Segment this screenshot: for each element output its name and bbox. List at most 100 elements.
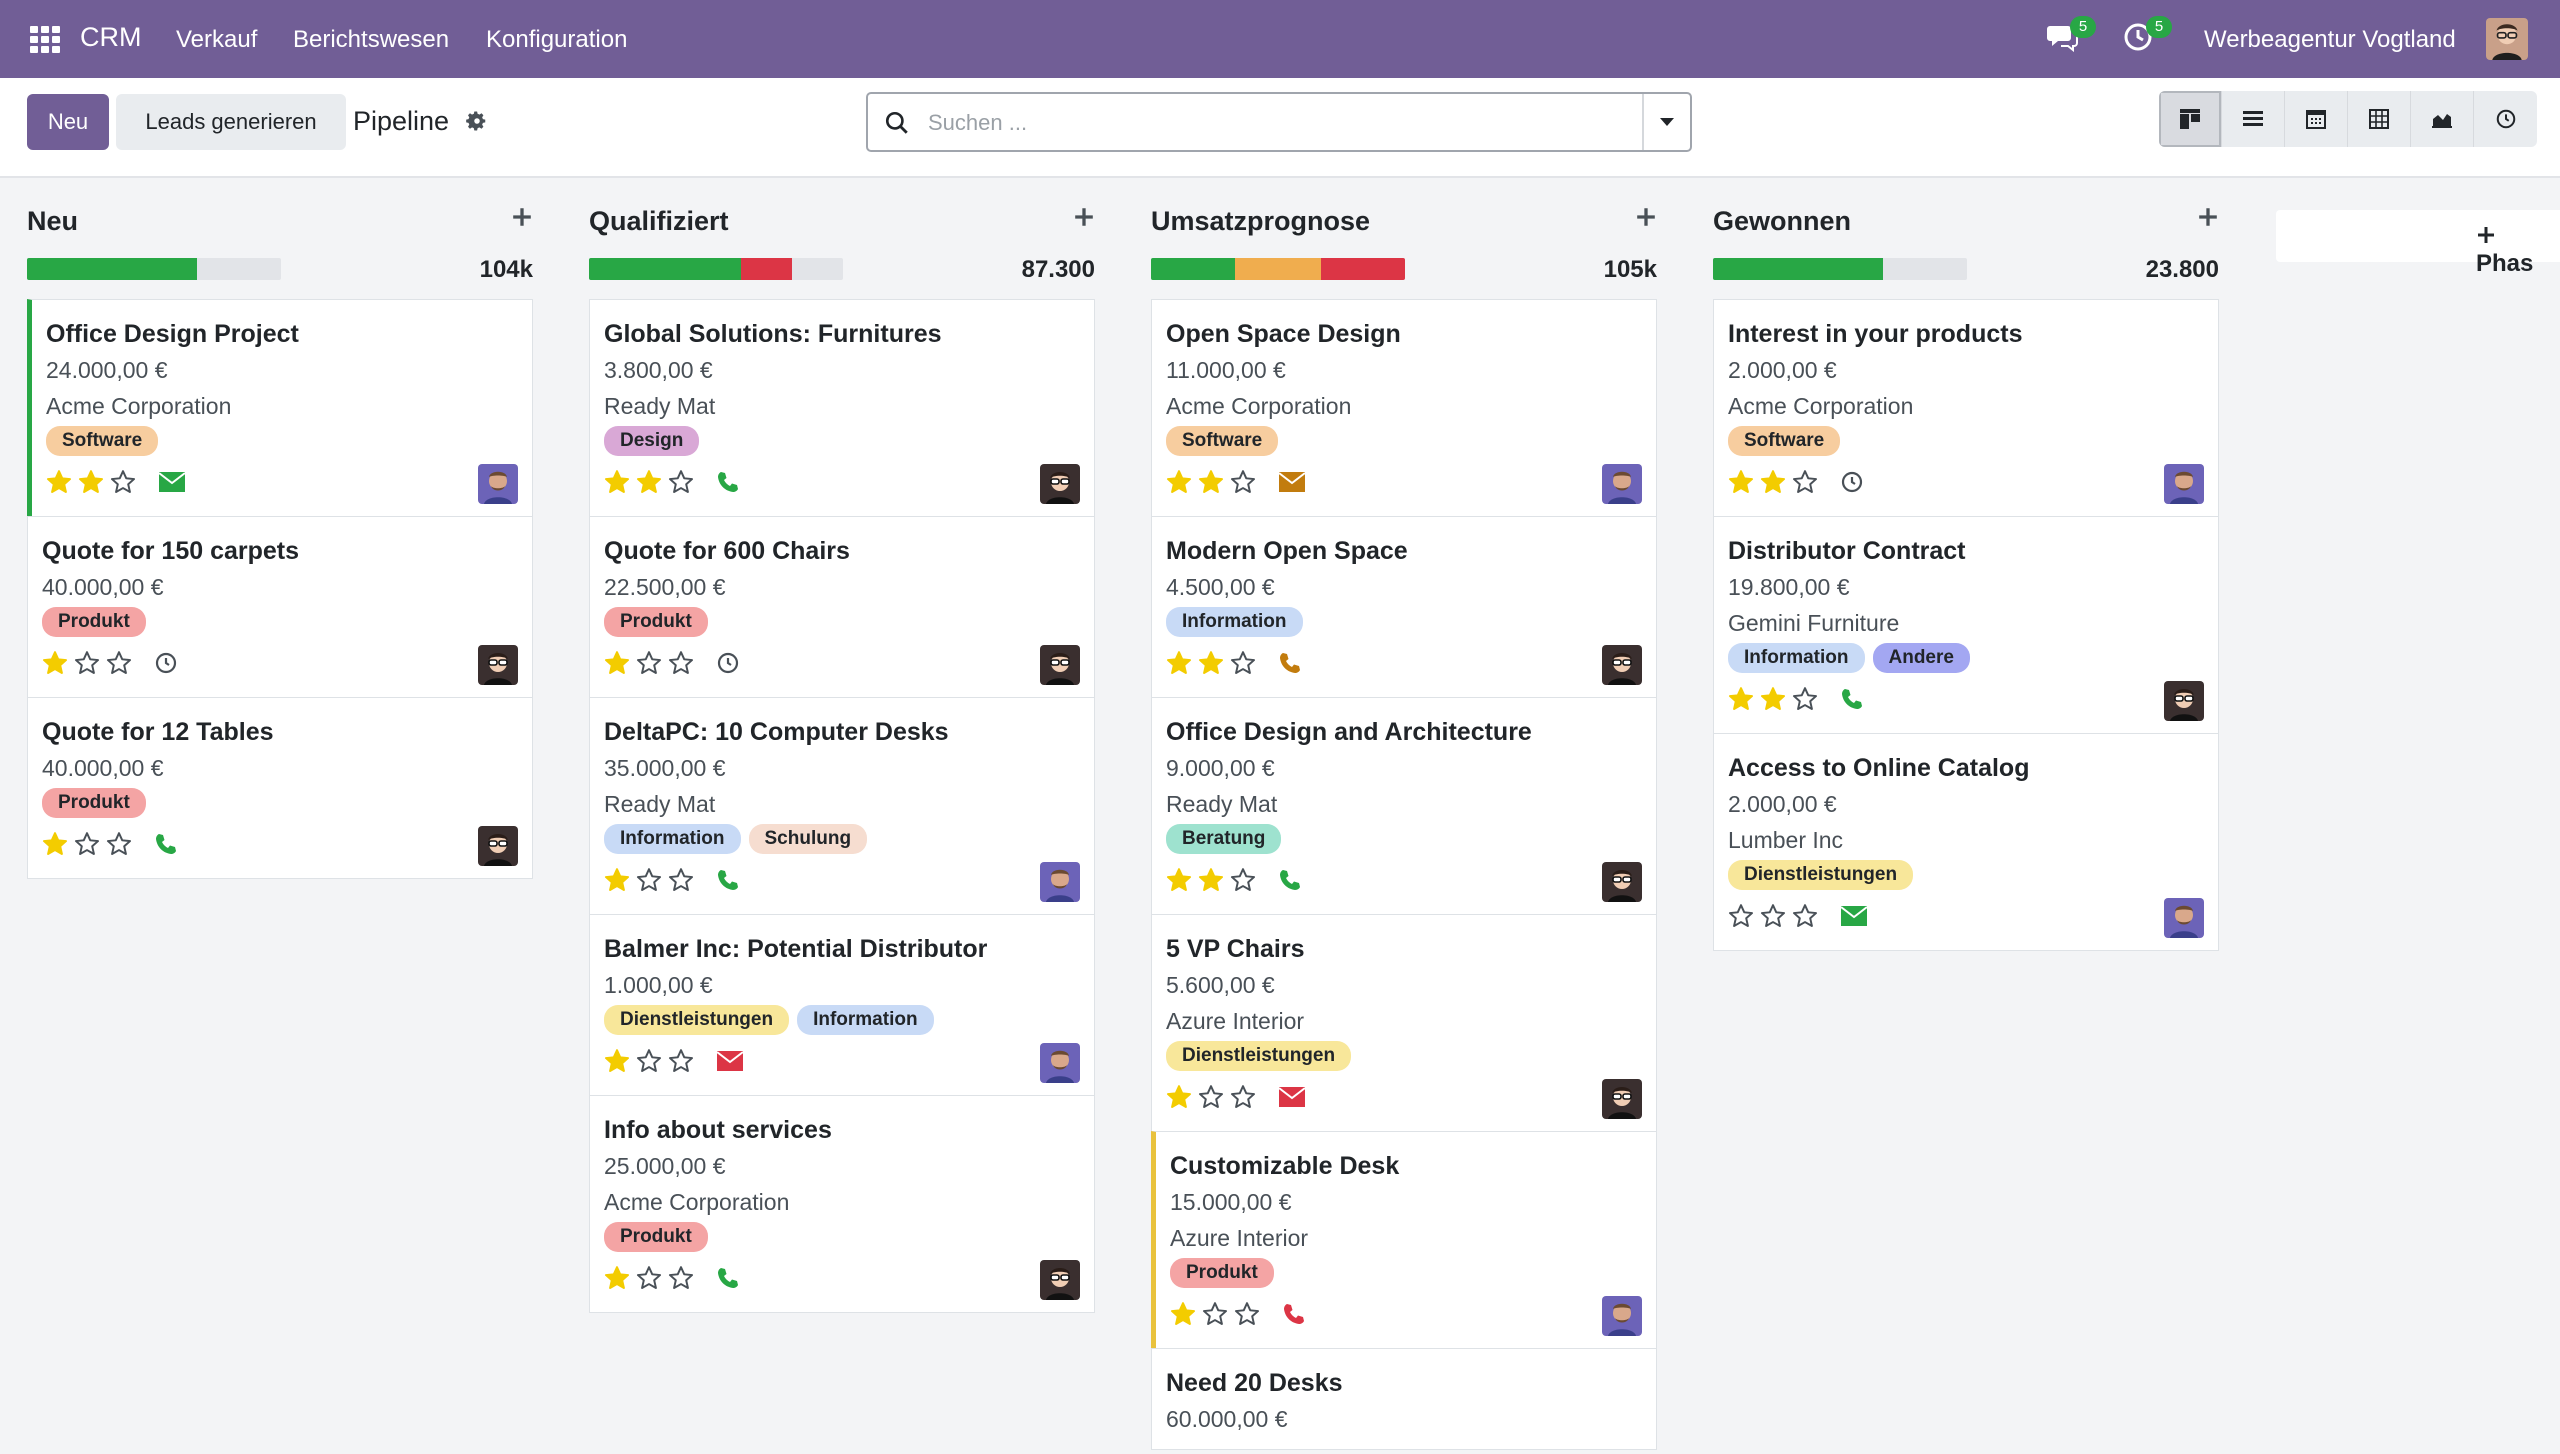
priority-stars[interactable] [1728,469,1818,495]
pivot-view-button[interactable] [2348,91,2411,147]
column-progress-bar[interactable] [1151,258,1405,280]
star-empty-icon[interactable] [110,469,136,495]
company-switcher[interactable]: Werbeagentur Vogtland [2204,26,2456,53]
salesperson-avatar[interactable] [2164,898,2204,938]
column-title[interactable]: Umsatzprognose [1151,206,1371,236]
activity-indicator[interactable] [1278,651,1302,675]
salesperson-avatar[interactable] [2164,681,2204,721]
lead-card[interactable]: Office Design and Architecture 9.000,00 … [1151,697,1657,915]
salesperson-avatar[interactable] [1040,1043,1080,1083]
lead-card[interactable]: Office Design Project 24.000,00 € Acme C… [27,299,533,517]
activity-indicator[interactable] [1840,470,1864,494]
activity-indicator[interactable] [154,832,178,856]
generate-leads-button[interactable]: Leads generieren [116,94,346,150]
add-phase-label[interactable]: Phas [2476,222,2560,278]
salesperson-avatar[interactable] [2164,464,2204,504]
star-empty-icon[interactable] [106,831,132,857]
add-phase-button[interactable] [2276,210,2560,262]
user-avatar[interactable] [2486,18,2528,60]
add-card-button[interactable] [511,206,533,233]
phone-icon[interactable] [1278,868,1302,892]
star-empty-icon[interactable] [74,650,100,676]
star-empty-icon[interactable] [1792,469,1818,495]
activity-indicator[interactable] [716,1050,744,1072]
priority-stars[interactable] [42,831,132,857]
star-empty-icon[interactable] [1728,903,1754,929]
activity-indicator[interactable] [1282,1302,1306,1326]
star-filled-icon[interactable] [1728,469,1754,495]
salesperson-avatar[interactable] [1602,464,1642,504]
progress-red[interactable] [741,258,793,280]
salesperson-avatar[interactable] [1040,1260,1080,1300]
column-progress-bar[interactable] [27,258,281,280]
priority-stars[interactable] [604,1048,694,1074]
star-empty-icon[interactable] [1792,686,1818,712]
add-card-button[interactable] [1073,206,1095,233]
menu-konfiguration[interactable]: Konfiguration [486,26,628,53]
star-filled-icon[interactable] [1170,1301,1196,1327]
activity-indicator[interactable] [1840,905,1868,927]
star-filled-icon[interactable] [1166,469,1192,495]
salesperson-avatar[interactable] [1040,862,1080,902]
star-empty-icon[interactable] [1230,867,1256,893]
star-empty-icon[interactable] [668,1265,694,1291]
star-empty-icon[interactable] [668,469,694,495]
salesperson-avatar[interactable] [478,826,518,866]
star-filled-icon[interactable] [1760,686,1786,712]
star-filled-icon[interactable] [1166,1084,1192,1110]
salesperson-avatar[interactable] [478,645,518,685]
progress-red[interactable] [1321,258,1405,280]
calendar-view-button[interactable] [2285,91,2348,147]
star-filled-icon[interactable] [42,831,68,857]
progress-green[interactable] [27,258,198,280]
star-filled-icon[interactable] [42,650,68,676]
star-filled-icon[interactable] [604,867,630,893]
star-filled-icon[interactable] [1728,686,1754,712]
search-input[interactable] [928,106,1608,140]
star-filled-icon[interactable] [604,650,630,676]
envelope-icon[interactable] [716,1050,744,1072]
star-filled-icon[interactable] [604,1048,630,1074]
phone-icon[interactable] [716,868,740,892]
lead-card[interactable]: Info about services 25.000,00 € Acme Cor… [589,1095,1095,1313]
star-filled-icon[interactable] [604,1265,630,1291]
activity-indicator[interactable] [716,470,740,494]
star-empty-icon[interactable] [636,867,662,893]
lead-card[interactable]: Distributor Contract 19.800,00 € Gemini … [1713,516,2219,734]
activity-indicator[interactable] [1278,868,1302,892]
add-card-button[interactable] [2197,206,2219,233]
clock-icon[interactable] [1840,470,1864,494]
lead-card[interactable]: Quote for 600 Chairs 22.500,00 € Produkt [589,516,1095,698]
priority-stars[interactable] [1728,903,1818,929]
star-filled-icon[interactable] [1198,469,1224,495]
priority-stars[interactable] [1170,1301,1260,1327]
activity-indicator[interactable] [716,1266,740,1290]
star-empty-icon[interactable] [668,650,694,676]
list-view-button[interactable] [2222,91,2285,147]
graph-view-button[interactable] [2411,91,2474,147]
phone-icon[interactable] [1282,1302,1306,1326]
salesperson-avatar[interactable] [1602,1079,1642,1119]
activities-button[interactable]: 5 [2122,16,2172,57]
kanban-view-button[interactable] [2159,91,2222,147]
salesperson-avatar[interactable] [1602,1296,1642,1336]
priority-stars[interactable] [46,469,136,495]
lead-card[interactable]: 5 VP Chairs 5.600,00 € Azure Interior Di… [1151,914,1657,1132]
star-filled-icon[interactable] [1166,650,1192,676]
salesperson-avatar[interactable] [478,464,518,504]
activity-indicator[interactable] [154,651,178,675]
progress-green[interactable] [1713,258,1884,280]
activity-indicator[interactable] [1840,687,1864,711]
clock-icon[interactable] [716,651,740,675]
salesperson-avatar[interactable] [1602,645,1642,685]
star-empty-icon[interactable] [636,1265,662,1291]
salesperson-avatar[interactable] [1040,645,1080,685]
envelope-icon[interactable] [1278,1086,1306,1108]
progress-green[interactable] [1151,258,1235,280]
new-button[interactable]: Neu [27,94,109,150]
envelope-icon[interactable] [158,471,186,493]
salesperson-avatar[interactable] [1602,862,1642,902]
star-filled-icon[interactable] [1198,867,1224,893]
star-empty-icon[interactable] [1202,1301,1228,1327]
star-empty-icon[interactable] [106,650,132,676]
